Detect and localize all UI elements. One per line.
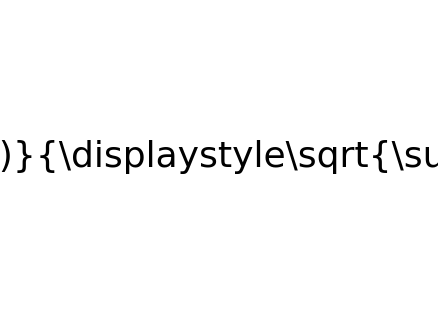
Text: \rho = \left|\dfrac{\displaystyle\sum_{n=1}^{N} i_1(n)i_2(n)}{\displaystyle\sqrt: \rho = \left|\dfrac{\displaystyle\sum_{n…: [0, 139, 438, 175]
